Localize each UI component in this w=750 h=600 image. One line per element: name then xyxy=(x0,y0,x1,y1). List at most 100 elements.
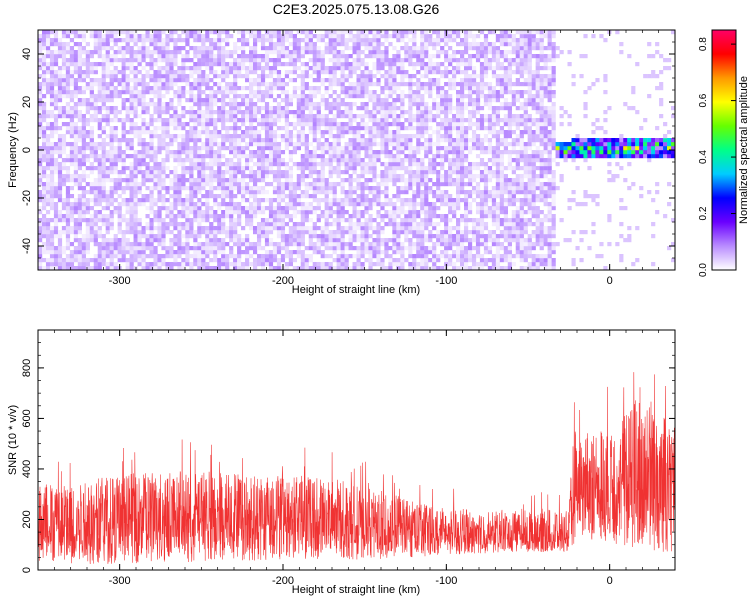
heatmap-cell xyxy=(93,194,98,199)
heatmap-cell xyxy=(268,258,274,263)
heatmap-cell xyxy=(197,82,202,87)
heatmap-cell xyxy=(300,86,305,91)
heatmap-cell xyxy=(272,150,278,155)
heatmap-cell xyxy=(77,158,82,163)
heatmap-cell xyxy=(249,170,254,175)
heatmap-cell xyxy=(105,62,110,67)
heatmap-cell xyxy=(149,242,154,247)
heatmap-cell xyxy=(408,242,413,247)
heatmap-cell xyxy=(336,50,341,55)
heatmap-cell xyxy=(181,182,186,187)
heatmap-cell xyxy=(137,142,142,147)
heatmap-cell xyxy=(440,110,445,115)
heatmap-cell xyxy=(332,34,337,39)
heatmap-cell xyxy=(344,58,349,63)
heatmap-cell xyxy=(364,34,369,39)
heatmap-cell xyxy=(85,258,90,263)
heatmap-cell xyxy=(101,118,106,123)
heatmap-cell xyxy=(213,258,218,263)
heatmap-cell xyxy=(233,102,238,107)
heatmap-cell xyxy=(416,62,421,67)
heatmap-cell xyxy=(288,250,293,255)
heatmap-cell xyxy=(105,90,110,95)
heatmap-cell xyxy=(304,98,309,103)
heatmap-cell xyxy=(252,70,258,75)
heatmap-cell xyxy=(260,186,266,191)
heatmap-cell xyxy=(396,214,401,219)
heatmap-cell xyxy=(193,194,198,199)
heatmap-cell xyxy=(197,138,202,143)
heatmap-cell xyxy=(308,34,313,39)
heatmap-cell xyxy=(45,70,51,75)
heatmap-cell xyxy=(161,254,166,259)
heatmap-cell xyxy=(252,82,258,87)
heatmap-cell xyxy=(93,50,98,55)
heatmap-cell xyxy=(201,114,206,119)
heatmap-cell xyxy=(448,62,453,67)
heatmap-cell xyxy=(416,122,421,127)
heatmap-cell xyxy=(428,90,433,95)
heatmap-cell xyxy=(428,162,433,167)
heatmap-cell xyxy=(316,154,321,159)
heatmap-cell xyxy=(256,146,262,151)
heatmap-cell xyxy=(456,234,461,239)
heatmap-cell xyxy=(229,54,234,59)
heatmap-cell xyxy=(141,246,146,251)
heatmap-cell xyxy=(316,90,321,95)
heatmap-cell xyxy=(109,70,114,75)
heatmap-cell xyxy=(133,110,138,115)
heatmap-cell xyxy=(97,134,102,139)
heatmap-cell xyxy=(384,154,389,159)
heatmap-cell xyxy=(38,190,43,195)
heatmap-cell xyxy=(245,54,250,59)
heatmap-cell xyxy=(81,234,86,239)
heatmap-cell xyxy=(420,190,425,195)
heatmap-cell xyxy=(444,106,449,111)
heatmap-cell xyxy=(372,126,377,131)
heatmap-cell xyxy=(213,154,218,159)
heatmap-cell xyxy=(38,58,43,63)
heatmap-cell xyxy=(38,178,43,183)
heatmap-cell xyxy=(165,262,170,267)
heatmap-cell xyxy=(276,82,282,87)
heatmap-cell xyxy=(316,34,321,39)
heatmap-cell xyxy=(41,102,47,107)
heatmap-cell xyxy=(221,250,226,255)
heatmap-cell xyxy=(300,30,305,35)
heatmap-cells xyxy=(38,30,676,271)
heatmap-cell xyxy=(245,222,250,227)
heatmap-cell xyxy=(125,246,130,251)
heatmap-cell xyxy=(217,242,222,247)
heatmap-cell xyxy=(256,226,262,231)
heatmap-cell xyxy=(460,154,465,159)
heatmap-cell xyxy=(129,262,134,267)
heatmap-cell xyxy=(65,126,71,131)
heatmap-cell xyxy=(324,114,329,119)
heatmap-cell xyxy=(436,122,441,127)
heatmap-cell xyxy=(312,78,317,83)
heatmap-cell xyxy=(420,242,425,247)
heatmap-cell xyxy=(217,114,222,119)
heatmap-cell xyxy=(233,114,238,119)
heatmap-cell xyxy=(420,118,425,123)
heatmap-cell xyxy=(229,206,234,211)
heatmap-cell xyxy=(320,210,325,215)
heatmap-cell xyxy=(233,62,238,67)
heatmap-cell xyxy=(416,78,421,83)
heatmap-cell xyxy=(133,58,138,63)
heatmap-cell xyxy=(372,154,377,159)
heatmap-cell xyxy=(157,194,162,199)
heatmap-cell xyxy=(460,90,465,95)
heatmap-cell xyxy=(376,210,381,215)
heatmap-cell xyxy=(145,234,150,239)
heatmap-cell xyxy=(288,62,293,67)
heatmap-cell xyxy=(149,246,154,251)
heatmap-cell xyxy=(125,206,130,211)
heatmap-cell xyxy=(260,210,266,215)
heatmap-cell xyxy=(233,82,238,87)
heatmap-cell xyxy=(57,198,63,203)
heatmap-cell xyxy=(376,110,381,115)
heatmap-cell xyxy=(149,194,154,199)
heatmap-cell xyxy=(356,258,361,263)
heatmap-cell xyxy=(400,110,405,115)
